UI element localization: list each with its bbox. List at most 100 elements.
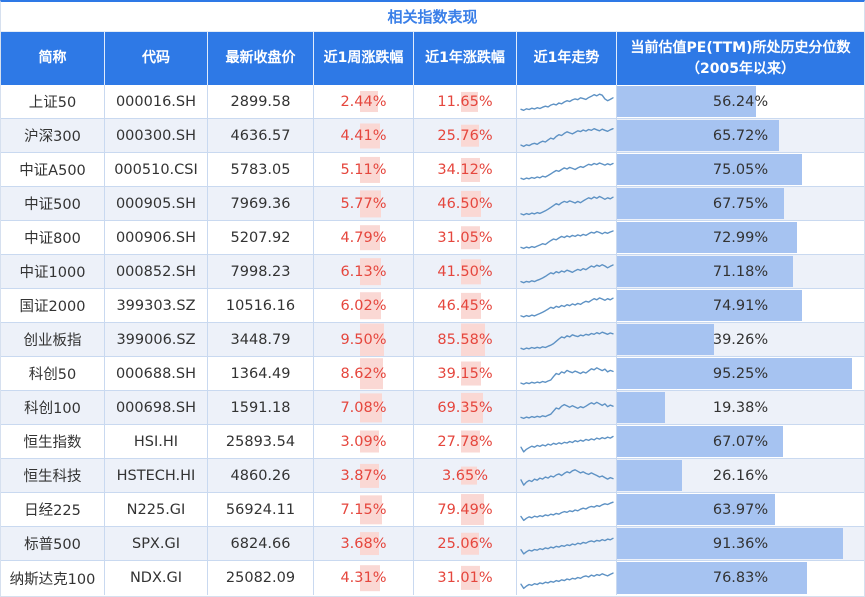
change-heat-stripe bbox=[461, 565, 480, 591]
table-row: 标普500 SPX.GI 6824.66 3.68% 25.06% 91.36% bbox=[1, 527, 864, 561]
cell-index-name: 创业板指 bbox=[1, 323, 105, 356]
cell-week-change: 5.77% bbox=[314, 187, 414, 220]
close-price-value: 6824.66 bbox=[230, 535, 291, 552]
cell-index-code: 399303.SZ bbox=[105, 289, 208, 322]
trend-sparkline bbox=[519, 572, 614, 590]
index-name-label: 沪深300 bbox=[24, 129, 81, 145]
cell-week-change: 5.11% bbox=[314, 153, 414, 186]
cell-year-change: 39.15% bbox=[414, 357, 517, 390]
cell-index-code: 000016.SH bbox=[105, 85, 208, 118]
change-heat-stripe bbox=[359, 463, 379, 488]
cell-index-code: HSTECH.HI bbox=[105, 459, 208, 492]
cell-trend-sparkline bbox=[517, 255, 617, 288]
pe-percentile-value: 19.38% bbox=[712, 399, 769, 416]
cell-year-change: 46.50% bbox=[414, 187, 517, 220]
pe-percentile-value: 74.91% bbox=[712, 297, 769, 314]
cell-trend-sparkline bbox=[517, 187, 617, 220]
cell-close-price: 5783.05 bbox=[208, 153, 314, 186]
cell-trend-sparkline bbox=[517, 119, 617, 152]
close-price-value: 4860.26 bbox=[230, 467, 291, 484]
cell-close-price: 5207.92 bbox=[208, 221, 314, 254]
pe-percentile-bar bbox=[617, 222, 798, 253]
week-change-value: 8.62% bbox=[340, 365, 387, 382]
cell-week-change: 4.41% bbox=[314, 119, 414, 152]
cell-year-change: 34.12% bbox=[414, 153, 517, 186]
table-body: 上证50 000016.SH 2899.58 2.44% 11.65% 56.24% 沪深3… bbox=[1, 85, 864, 595]
trend-sparkline bbox=[519, 161, 614, 180]
change-heat-stripe bbox=[359, 257, 381, 286]
cell-close-price: 1364.49 bbox=[208, 357, 314, 390]
trend-sparkline bbox=[519, 435, 614, 453]
header-pe-line2: （2005年以来） bbox=[686, 60, 795, 77]
trend-sparkline bbox=[519, 127, 614, 147]
cell-trend-sparkline bbox=[517, 85, 617, 118]
pe-percentile-bar bbox=[617, 562, 807, 594]
change-heat-stripe bbox=[359, 357, 383, 390]
index-name-label: 恒生科技 bbox=[23, 469, 82, 485]
cell-trend-sparkline bbox=[517, 391, 617, 424]
change-heat-stripe bbox=[461, 91, 478, 112]
change-heat-stripe bbox=[359, 189, 381, 218]
year-change-value: 85.58% bbox=[437, 331, 493, 348]
cell-trend-sparkline bbox=[517, 323, 617, 356]
header-week-change: 近1周涨跌幅 bbox=[314, 32, 414, 85]
cell-trend-sparkline bbox=[517, 221, 617, 254]
week-change-value: 4.41% bbox=[340, 127, 387, 144]
pe-percentile-bar bbox=[617, 460, 682, 491]
cell-index-code: HSI.HI bbox=[105, 425, 208, 458]
index-code-label: N225.GI bbox=[126, 501, 186, 518]
cell-index-code: 000905.SH bbox=[105, 187, 208, 220]
week-change-value: 6.13% bbox=[340, 263, 387, 280]
cell-week-change: 6.13% bbox=[314, 255, 414, 288]
index-name-label: 创业板指 bbox=[23, 333, 82, 349]
header-code: 代码 bbox=[105, 32, 208, 85]
pe-percentile-bar bbox=[617, 256, 793, 287]
change-heat-stripe bbox=[461, 124, 479, 147]
cell-week-change: 3.09% bbox=[314, 425, 414, 458]
trend-sparkline bbox=[519, 366, 614, 385]
table-row: 中证500 000905.SH 7969.36 5.77% 46.50% 67.75% bbox=[1, 187, 864, 221]
change-heat-stripe bbox=[359, 224, 380, 251]
index-name-label: 中证A500 bbox=[19, 163, 86, 179]
trend-sparkline bbox=[519, 500, 614, 521]
index-name-label: 日经225 bbox=[24, 503, 81, 519]
pe-percentile-bar bbox=[617, 426, 783, 457]
table-row: 恒生指数 HSI.HI 25893.54 3.09% 27.78% 67.07% bbox=[1, 425, 864, 459]
cell-year-change: 46.45% bbox=[414, 289, 517, 322]
cell-close-price: 4636.57 bbox=[208, 119, 314, 152]
trend-sparkline bbox=[519, 263, 614, 283]
header-trend: 近1年走势 bbox=[517, 32, 617, 85]
header-year-change: 近1年涨跌幅 bbox=[414, 32, 517, 85]
change-heat-stripe bbox=[359, 323, 384, 356]
header-close: 最新收盘价 bbox=[208, 32, 314, 85]
pe-percentile-value: 56.24% bbox=[712, 93, 769, 110]
change-heat-stripe bbox=[359, 156, 380, 183]
cell-index-code: N225.GI bbox=[105, 493, 208, 526]
change-heat-stripe bbox=[461, 323, 485, 356]
cell-index-name: 科创100 bbox=[1, 391, 105, 424]
cell-week-change: 7.15% bbox=[314, 493, 414, 526]
year-change-value: 69.35% bbox=[437, 399, 493, 416]
pe-percentile-bar bbox=[617, 188, 785, 219]
year-change-value: 25.76% bbox=[437, 127, 493, 144]
header-name: 简称 bbox=[1, 32, 105, 85]
week-change-value: 5.77% bbox=[340, 195, 387, 212]
cell-pe-percentile: 39.26% bbox=[617, 323, 864, 356]
change-heat-stripe bbox=[359, 122, 380, 149]
year-change-value: 79.49% bbox=[437, 501, 493, 518]
index-name-label: 标普500 bbox=[24, 537, 81, 553]
cell-close-price: 1591.18 bbox=[208, 391, 314, 424]
cell-close-price: 56924.11 bbox=[208, 493, 314, 526]
header-pe-percentile: 当前估值PE(TTM)所处历史分位数 （2005年以来） bbox=[617, 32, 864, 85]
cell-pe-percentile: 56.24% bbox=[617, 85, 864, 118]
cell-week-change: 3.68% bbox=[314, 527, 414, 560]
pe-percentile-value: 26.16% bbox=[712, 467, 769, 484]
change-heat-stripe bbox=[359, 430, 379, 453]
year-change-value: 27.78% bbox=[437, 433, 493, 450]
pe-percentile-value: 67.07% bbox=[712, 433, 769, 450]
change-heat-stripe bbox=[461, 190, 481, 217]
page-title: 相关指数表现 bbox=[1, 2, 864, 32]
cell-pe-percentile: 19.38% bbox=[617, 391, 864, 424]
close-price-value: 7998.23 bbox=[230, 263, 291, 280]
